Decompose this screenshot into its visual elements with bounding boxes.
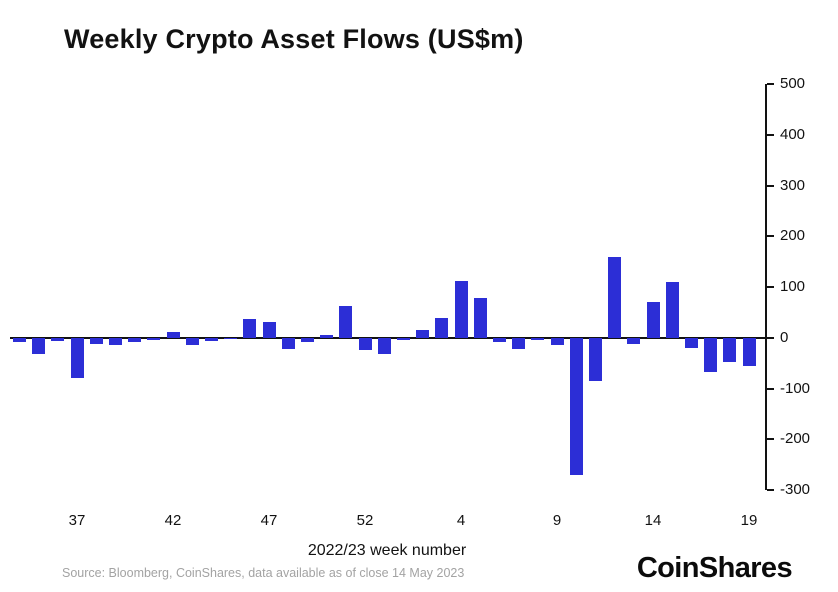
x-tick-label: 42: [164, 512, 182, 529]
x-tick-label: 4: [456, 512, 466, 529]
source-note: Source: Bloomberg, CoinShares, data avai…: [62, 566, 465, 580]
bar-week-35: [32, 337, 46, 354]
bar-week-44: [204, 337, 218, 341]
y-tick-label: 200: [780, 227, 806, 245]
y-tick-mark: [767, 489, 774, 491]
bar-week-15: [665, 281, 679, 338]
bar-week-10: [569, 337, 583, 475]
y-tick-mark: [767, 438, 774, 441]
y-tick-mark: [767, 184, 774, 187]
bar-week-18: [723, 337, 737, 363]
y-tick-mark: [767, 336, 774, 339]
y-tick-mark: [767, 133, 774, 136]
y-tick-label: 0: [780, 328, 789, 346]
y-tick-label: 400: [780, 125, 806, 143]
y-tick-mark: [767, 235, 774, 238]
bar-week-49: [300, 337, 314, 343]
bar-week-4: [454, 280, 468, 338]
x-axis-title: 2022/23 week number: [307, 542, 467, 559]
bar-week-48: [281, 337, 295, 349]
bar-week-40: [128, 337, 142, 342]
chart-title: Weekly Crypto Asset Flows (US$m): [64, 24, 524, 54]
bar-week-53: [377, 337, 391, 355]
bar-week-12: [608, 256, 622, 338]
plot-area: 500 400 300 200 100 0 -100 -200 -300 37 42 47 52 4 9 1…: [10, 75, 810, 529]
bar-week-8: [531, 337, 545, 341]
y-tick-label: -300: [780, 481, 811, 498]
bar-week-3: [435, 318, 449, 338]
bar-week-47: [262, 322, 276, 338]
bar-week-5: [473, 298, 487, 338]
bar-week-37: [70, 337, 84, 379]
y-tick-label: 300: [780, 176, 806, 194]
y-tick-label: 100: [780, 278, 806, 295]
bar-week-38: [89, 337, 103, 344]
bar-week-34: [12, 337, 26, 342]
bar-week-39: [108, 337, 122, 345]
x-tick-label: 14: [644, 512, 662, 529]
coinshares-logo: CoinShares: [636, 552, 793, 584]
x-tick-label: 19: [740, 512, 758, 529]
x-tick-label: 47: [260, 512, 278, 529]
bar-week-6: [492, 337, 506, 342]
bar-week-17: [704, 337, 718, 373]
bar-week-42: [166, 331, 180, 338]
x-tick-label: 37: [68, 512, 86, 529]
y-tick-label: 500: [780, 75, 806, 92]
bar-week-36: [51, 337, 65, 341]
bar-week-45: [224, 337, 238, 340]
bar-week-16: [684, 337, 698, 348]
bar-week-7: [512, 337, 526, 349]
x-tick-label: 9: [552, 512, 562, 529]
y-tick-label: -200: [780, 430, 811, 448]
bar-week-13: [627, 337, 641, 344]
y-tick-mark: [767, 83, 774, 85]
bar-week-11: [588, 337, 602, 381]
bar-week-1: [396, 337, 410, 341]
bar-week-50: [320, 335, 334, 338]
bar-week-52: [358, 337, 372, 351]
bar-week-9: [550, 337, 564, 346]
bar-week-41: [147, 337, 161, 341]
y-tick-label: -100: [780, 379, 811, 397]
bar-week-51: [339, 305, 353, 338]
y-tick-mark: [767, 286, 774, 288]
bar-week-14: [646, 302, 660, 338]
bar-week-46: [243, 318, 257, 338]
bar-week-43: [185, 337, 199, 345]
x-tick-label: 52: [356, 512, 374, 529]
bar-week-19: [742, 337, 756, 366]
y-axis-line: [765, 84, 767, 490]
bar-week-2: [416, 330, 430, 338]
y-tick-mark: [767, 387, 774, 390]
